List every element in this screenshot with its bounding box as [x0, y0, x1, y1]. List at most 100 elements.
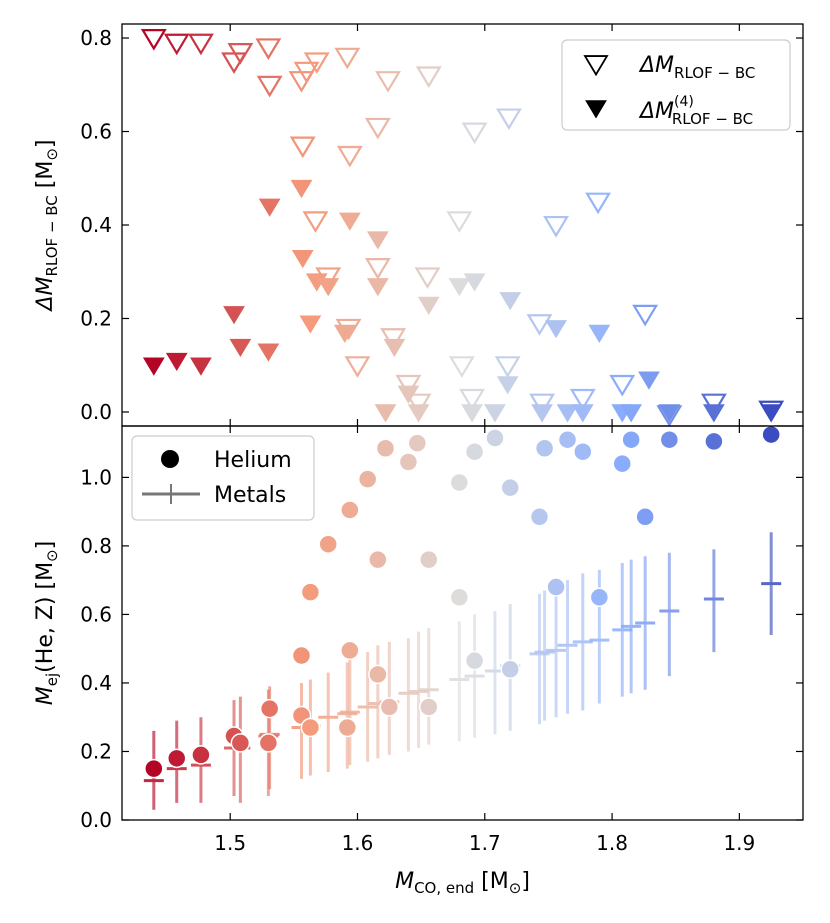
helium-point-33: [546, 577, 566, 597]
metals-errorbar-11: [339, 658, 360, 766]
helium-point-11: [318, 534, 338, 554]
helium-point-10: [300, 582, 321, 602]
top-ylabel-unit-sub: ⊙: [43, 148, 61, 161]
metals-errorbar-26: [572, 573, 593, 711]
helium-point-25: [449, 472, 470, 493]
filled-triangle-point-17: [383, 338, 406, 358]
metals-errorbar-15: [398, 638, 419, 752]
xlabel-unit-close: ]: [521, 869, 530, 894]
top-legend-symbol-0: ΔM: [638, 53, 674, 78]
legend-helium-icon: [161, 450, 179, 468]
top-legend-label-0: ΔMRLOF − BC: [638, 53, 755, 82]
open-triangle-point-35: [585, 192, 612, 215]
helium-point-36: [589, 587, 610, 608]
open-triangle-point-16: [302, 211, 329, 233]
xlabel-symbol: M: [395, 869, 414, 894]
open-triangle-point-25: [446, 211, 473, 233]
bottom-panel: 1.5 1.6 1.7 1.8 1.9 0.0 0.2 0.4 0.6 0.8 1.0 Helium…: [33, 424, 804, 897]
xlabel-gap: [474, 869, 481, 894]
open-triangle-point-21: [380, 328, 407, 350]
filled-triangle-point-1: [165, 352, 188, 372]
helium-point-37: [612, 453, 632, 474]
filled-triangle-point-8: [291, 250, 314, 269]
open-triangle-point-29: [459, 388, 485, 411]
filled-triangle-point-0: [142, 357, 165, 376]
helium-point-23: [419, 549, 439, 570]
metals-errorbar-16: [408, 631, 429, 749]
filled-triangle-point-29: [556, 404, 579, 423]
helium-point-18: [375, 438, 396, 459]
helium-point-22: [419, 697, 439, 717]
open-triangle-point-24: [414, 267, 441, 290]
helium-point-28: [485, 428, 505, 448]
bottom-ytick-label-3: 0.6: [80, 602, 112, 626]
open-triangle-point-19: [344, 356, 371, 378]
metals-errorbar-19: [464, 614, 485, 738]
xlabel-unit: [M: [481, 869, 509, 894]
open-triangle-point-2: [187, 33, 214, 56]
bottom-axis-ticks: 1.5 1.6 1.7 1.8 1.9 0.0 0.2 0.4 0.6 0.8 1.0: [80, 426, 803, 855]
x-axis-label: MCO, end [M⊙]: [395, 869, 530, 897]
filled-triangle-point-21: [448, 278, 471, 297]
metals-errorbar-33: [761, 532, 782, 635]
filled-triangle-point-24: [484, 404, 506, 423]
filled-triangle-point-13: [338, 212, 361, 231]
metals-errorbar-12: [357, 652, 378, 762]
filled-triangle-point-30: [571, 404, 594, 423]
filled-triangle-point-27: [531, 404, 553, 423]
top-ylabel-sub: RLOF − BC: [43, 195, 61, 276]
open-triangle-point-34: [569, 388, 596, 411]
metals-errorbar-23: [534, 590, 555, 721]
helium-point-0: [144, 758, 164, 779]
helium-point-15: [357, 469, 378, 489]
bottom-ytick-label-1: 0.2: [80, 739, 112, 763]
legend-open-triangle-icon: [583, 55, 609, 77]
bottom-legend: Helium Metals: [131, 435, 315, 521]
filled-triangle-point-28: [545, 320, 567, 339]
metals-errorbar-9: [318, 672, 339, 773]
open-triangle-point-3: [221, 52, 247, 74]
helium-point-40: [659, 429, 680, 450]
bottom-ytick-label-0: 0.0: [80, 808, 112, 832]
metals-errorbar-30: [635, 556, 656, 690]
open-triangle-point-13: [364, 117, 391, 140]
top-legend-sub-1: RLOF − BC: [672, 110, 753, 128]
metals-errorbar-32: [703, 549, 724, 653]
top-ylabel-symbol: ΔM: [33, 276, 58, 312]
bottom-xtick-label-0: 1.5: [214, 831, 246, 855]
open-triangle-point-32: [529, 393, 555, 416]
helium-point-26: [464, 441, 485, 462]
open-triangle-point-20: [364, 258, 391, 280]
open-triangle-point-9: [303, 52, 330, 74]
top-y-axis-label: ΔMRLOF − BC [M⊙]: [33, 139, 61, 312]
bottom-xtick-label-4: 1.9: [723, 831, 755, 855]
filled-triangle-point-22: [463, 273, 486, 292]
open-triangle-point-39: [700, 393, 727, 416]
top-ytick-label-2: 0.4: [80, 213, 112, 237]
metals-errorbar-31: [659, 552, 680, 677]
metals-errorbar-24: [546, 583, 567, 718]
helium-point-2: [191, 745, 211, 765]
helium-point-29: [500, 659, 520, 680]
bottom-ylabel-unit-close: ]: [33, 541, 58, 550]
metals-errorbar-22: [529, 593, 550, 725]
bottom-panel-frame: [121, 425, 804, 821]
metals-errorbar-18: [449, 621, 470, 742]
filled-triangle-point-9: [299, 315, 322, 334]
open-triangle-point-37: [632, 304, 659, 327]
filled-triangle-point-16: [374, 404, 397, 423]
filled-triangle-point-6: [258, 198, 281, 217]
bottom-ytick-label-5: 1.0: [80, 465, 112, 489]
open-triangle-point-28: [448, 356, 475, 378]
top-legend-sub-0: RLOF − BC: [674, 64, 755, 82]
open-triangle-point-15: [336, 145, 363, 168]
top-legend-box: [561, 39, 791, 131]
helium-point-32: [534, 438, 555, 459]
open-triangle-point-5: [255, 38, 282, 60]
open-triangle-point-36: [609, 374, 636, 397]
metals-errorbar-10: [337, 662, 358, 769]
helium-point-31: [529, 507, 550, 527]
helium-point-16: [368, 664, 388, 685]
